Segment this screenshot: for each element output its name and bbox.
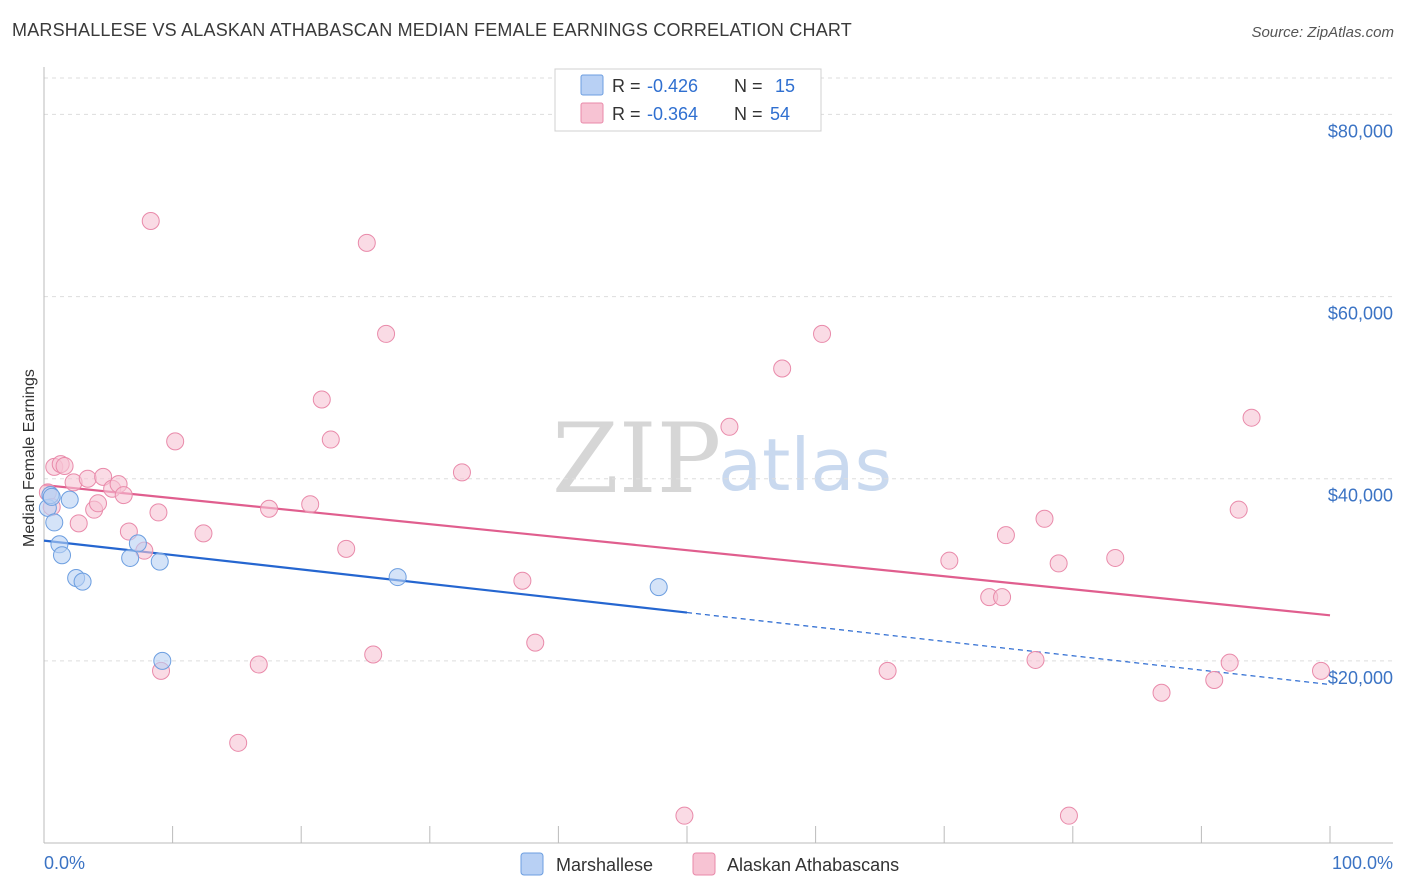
athabascan-point-7 — [79, 470, 96, 487]
marshallese-point-12 — [389, 569, 406, 586]
x-tick-label-min: 0.0% — [44, 853, 85, 873]
athabascan-point-50 — [1221, 654, 1238, 671]
legend-n-value-marshallese: 15 — [775, 76, 795, 96]
athabascan-point-48 — [1153, 684, 1170, 701]
x-tick-labels: 0.0% 100.0% — [44, 853, 1393, 873]
trend-line-marshallese-extension — [687, 613, 1330, 685]
athabascan-point-25 — [313, 391, 330, 408]
bottom-legend-swatch-athabascan — [693, 853, 715, 875]
trend-lines — [44, 485, 1330, 684]
athabascan-point-6 — [70, 515, 87, 532]
correlation-legend: R = -0.426 N = 15 R = -0.364 N = 54 — [555, 69, 821, 131]
watermark-atlas: atlas — [718, 423, 892, 507]
marshallese-point-5 — [61, 491, 78, 508]
marshallese-point-11 — [154, 652, 171, 669]
legend-n-label-marshallese: N = — [734, 76, 763, 96]
athabascan-point-53 — [1312, 662, 1329, 679]
athabascan-point-31 — [453, 464, 470, 481]
marshallese-point-7 — [74, 573, 91, 590]
legend-n-value-athabascan: 54 — [770, 104, 790, 124]
athabascan-point-4 — [56, 457, 73, 474]
athabascan-point-32 — [514, 572, 531, 589]
marshallese-point-2 — [46, 514, 63, 531]
scatter-chart: ZIP atlas $20,000 $40,000 $60,000 $80,000 0… — [0, 0, 1406, 892]
series-legend: Marshallese Alaskan Athabascans — [521, 853, 899, 875]
athabascan-point-43 — [1027, 651, 1044, 668]
athabascan-point-34 — [676, 807, 693, 824]
athabascan-point-27 — [338, 540, 355, 557]
legend-r-label-marshallese: R = — [612, 76, 641, 96]
y-axis-label: Median Female Earnings — [21, 369, 38, 547]
y-tick-label-0: $20,000 — [1328, 668, 1393, 688]
athabascan-point-38 — [879, 662, 896, 679]
athabascan-point-22 — [250, 656, 267, 673]
athabascan-point-45 — [1050, 555, 1067, 572]
athabascan-point-21 — [230, 734, 247, 751]
athabascan-point-42 — [997, 527, 1014, 544]
y-tick-label-1: $40,000 — [1328, 486, 1393, 506]
grid-lines — [44, 78, 1393, 661]
bottom-legend-swatch-marshallese — [521, 853, 543, 875]
y-tick-label-3: $80,000 — [1328, 121, 1393, 141]
athabascan-point-24 — [302, 496, 319, 513]
athabascan-point-47 — [1107, 549, 1124, 566]
bottom-legend-marshallese: Marshallese — [556, 855, 653, 875]
athabascan-point-9 — [90, 495, 107, 512]
athabascan-point-13 — [115, 487, 132, 504]
legend-swatch-marshallese — [581, 75, 603, 95]
athabascan-point-26 — [322, 431, 339, 448]
athabascan-point-46 — [1060, 807, 1077, 824]
athabascan-point-17 — [150, 504, 167, 521]
athabascan-point-49 — [1206, 671, 1223, 688]
athabascan-point-16 — [142, 212, 159, 229]
athabascan-point-20 — [195, 525, 212, 542]
legend-swatch-athabascan — [581, 103, 603, 123]
bottom-legend-athabascan: Alaskan Athabascans — [727, 855, 899, 875]
marshallese-point-4 — [54, 547, 71, 564]
athabascan-point-29 — [365, 646, 382, 663]
legend-r-label-athabascan: R = — [612, 104, 641, 124]
y-tick-label-2: $60,000 — [1328, 304, 1393, 324]
marshallese-point-13 — [650, 579, 667, 596]
athabascan-point-41 — [994, 589, 1011, 606]
athabascan-point-44 — [1036, 510, 1053, 527]
athabascan-point-39 — [941, 552, 958, 569]
legend-n-label-athabascan: N = — [734, 104, 763, 124]
marshallese-point-10 — [151, 553, 168, 570]
athabascan-point-52 — [1243, 409, 1260, 426]
athabascan-points — [39, 212, 1329, 824]
marshallese-point-14 — [43, 488, 60, 505]
marshallese-point-9 — [129, 535, 146, 552]
legend-r-value-athabascan: -0.364 — [647, 104, 698, 124]
x-tick-label-max: 100.0% — [1332, 853, 1393, 873]
legend-r-value-marshallese: -0.426 — [647, 76, 698, 96]
athabascan-point-33 — [527, 634, 544, 651]
athabascan-point-19 — [167, 433, 184, 450]
athabascan-point-37 — [814, 325, 831, 342]
athabascan-point-51 — [1230, 501, 1247, 518]
athabascan-point-35 — [721, 418, 738, 435]
athabascan-point-30 — [378, 325, 395, 342]
watermark-zip: ZIP — [552, 403, 721, 515]
athabascan-point-36 — [774, 360, 791, 377]
athabascan-point-28 — [358, 234, 375, 251]
y-tick-labels: $20,000 $40,000 $60,000 $80,000 — [1328, 121, 1393, 687]
athabascan-point-23 — [261, 500, 278, 517]
